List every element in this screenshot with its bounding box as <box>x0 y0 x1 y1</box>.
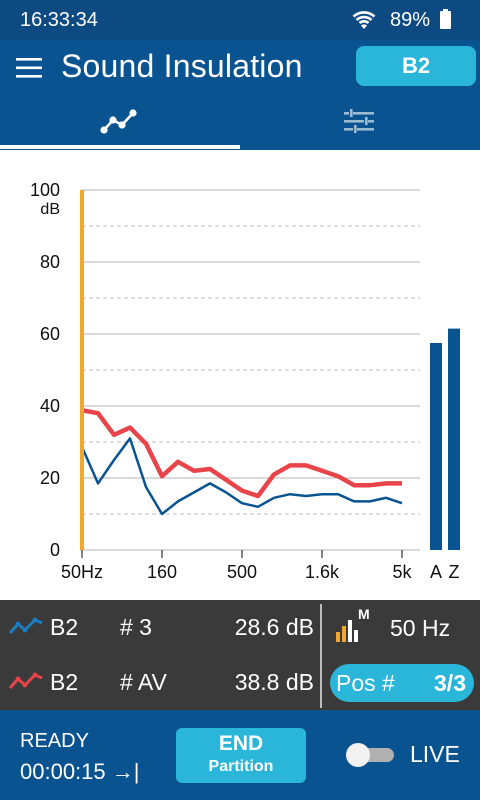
y-axis-unit: dB <box>40 201 60 218</box>
position-button[interactable]: Pos # 3/3 <box>330 664 474 702</box>
x-tick-label: 5k <box>392 562 412 582</box>
position-value: 3/3 <box>434 670 466 696</box>
legend-name: B2 <box>50 669 79 695</box>
sliders-icon <box>344 108 374 134</box>
y-tick-label: 100 <box>30 180 60 200</box>
overall-bar-label: A <box>430 562 442 582</box>
legend-panel: B2 # 3 28.6 dB B2 # AV 38.8 dB M 50 Hz P… <box>0 600 480 710</box>
x-tick-label: 1.6k <box>305 562 340 582</box>
legend-level: 38.8 dB <box>234 669 314 695</box>
legend-number: # 3 <box>120 614 152 640</box>
y-tick-label: 20 <box>40 468 60 488</box>
legend-level: 28.6 dB <box>234 614 314 640</box>
live-label: LIVE <box>410 741 460 767</box>
legend-row-average[interactable]: B2 # AV 38.8 dB <box>0 655 320 709</box>
y-tick-label: 0 <box>50 540 60 560</box>
x-tick-label: 500 <box>227 562 257 582</box>
y-tick-label: 60 <box>40 324 60 344</box>
legend-row-current[interactable]: B2 # 3 28.6 dB <box>0 600 320 654</box>
legend-number: # AV <box>120 669 167 695</box>
spectrum-chart[interactable]: 50Hz 160 500 1.6k 5k 0 20 40 60 80 100 dB A Z <box>0 150 480 600</box>
battery-icon <box>440 9 451 29</box>
tab-settings[interactable] <box>240 102 480 150</box>
status-time: 16:33:34 <box>20 9 98 31</box>
legend-name: B2 <box>50 614 79 640</box>
frequency-value: 50 Hz <box>390 615 451 641</box>
end-partition-button[interactable]: END Partition <box>176 728 306 783</box>
series-line-average <box>81 408 402 499</box>
end-button-label: END <box>218 732 264 755</box>
x-tick-label: 50Hz <box>61 562 103 582</box>
mode-button[interactable]: B2 <box>356 46 476 86</box>
graph-icon <box>100 109 137 134</box>
status-bar: 16:33:34 89% <box>0 0 480 40</box>
bar-meter-icon: M <box>336 606 370 642</box>
meter-letter: M <box>358 606 370 622</box>
overall-bar-z <box>448 328 460 550</box>
app-bar: Sound Insulation B2 <box>0 40 480 150</box>
live-toggle[interactable] <box>346 742 394 767</box>
end-button-sublabel: Partition <box>208 758 274 775</box>
red-line-icon <box>8 672 43 689</box>
tab-indicator <box>0 145 240 149</box>
menu-icon[interactable] <box>16 56 44 80</box>
wifi-icon <box>352 11 376 29</box>
legend-divider <box>320 604 322 708</box>
elapsed-timer: 00:00:15 →| <box>20 759 140 784</box>
y-tick-label: 80 <box>40 252 60 272</box>
toggle-knob <box>346 743 370 767</box>
footer-bar: READY 00:00:15 →| END Partition LIVE <box>0 710 480 800</box>
overall-bar-label: Z <box>449 562 460 582</box>
series-line-current <box>80 437 403 516</box>
measurement-state: READY <box>20 730 89 752</box>
y-tick-label: 40 <box>40 396 60 416</box>
x-tick-label: 160 <box>147 562 177 582</box>
page-title: Sound Insulation <box>61 48 303 84</box>
overall-bar-a <box>430 343 442 550</box>
position-label: Pos # <box>336 670 395 696</box>
blue-line-icon <box>8 617 43 634</box>
tab-graph[interactable] <box>0 102 240 150</box>
battery-percent: 89% <box>390 9 431 31</box>
